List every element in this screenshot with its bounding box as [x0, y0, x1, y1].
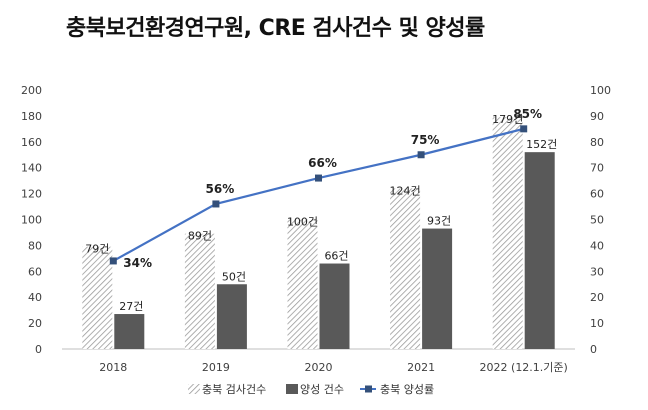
legend-label-rate: 충북 양성률 [380, 383, 434, 396]
y2-tick-label: 50 [590, 214, 604, 227]
bar-positives [114, 314, 145, 349]
y-tick-label: 180 [21, 110, 42, 123]
line-point [212, 200, 220, 208]
bar-inspections-label: 89건 [188, 230, 212, 243]
line-positive-rate [112, 127, 524, 262]
x-tick-label: 2022 (12.1.기준) [480, 361, 568, 374]
bar-positives-label: 50건 [222, 270, 246, 283]
x-tick-label: 2020 [305, 361, 333, 374]
line-point-label: 75% [411, 133, 440, 147]
bar-positives [319, 263, 350, 349]
y-tick-label: 20 [28, 317, 42, 330]
line-point-label: 34% [123, 256, 152, 270]
y-tick-label: 80 [28, 239, 42, 252]
bar-inspections [492, 117, 523, 349]
bar-inspections-label: 79건 [85, 243, 109, 256]
y-tick-label: 100 [21, 214, 42, 227]
legend-swatch-positives [286, 384, 298, 394]
legend-swatch-inspections [188, 384, 200, 394]
y2-tick-label: 20 [590, 291, 604, 304]
bar-positives-label: 66건 [324, 250, 348, 263]
bar-positives-label: 27건 [119, 300, 143, 313]
y2-tick-label: 70 [590, 162, 604, 175]
y-tick-label: 140 [21, 162, 42, 175]
bar-inspections [82, 246, 113, 349]
line-point [109, 257, 117, 265]
bar-positives [216, 284, 247, 349]
x-tick-label: 2019 [202, 361, 230, 374]
bar-inspections-label: 100건 [287, 216, 318, 229]
y-tick-label: 0 [35, 343, 42, 356]
bar-positives-label: 152건 [526, 138, 557, 151]
legend-label-positives: 양성 건수 [300, 383, 344, 396]
x-tick-label: 2018 [99, 361, 127, 374]
y2-tick-label: 10 [590, 317, 604, 330]
line-point [520, 125, 528, 133]
bar-inspections-label: 179건 [492, 113, 523, 126]
y-tick-label: 40 [28, 291, 42, 304]
x-tick-label: 2021 [407, 361, 435, 374]
bar-inspections-label: 124건 [390, 184, 421, 197]
y-tick-label: 60 [28, 265, 42, 278]
line-point-label: 66% [308, 156, 337, 170]
y2-tick-label: 40 [590, 239, 604, 252]
line-point [417, 151, 425, 159]
line-point [315, 174, 322, 182]
bar-inspections [390, 188, 421, 349]
y2-tick-label: 60 [590, 188, 604, 201]
bar-inspections [184, 233, 215, 349]
y2-tick-label: 100 [590, 84, 611, 97]
bar-positives [422, 228, 453, 349]
y2-tick-label: 30 [590, 265, 604, 278]
chart-title: 충북보건환경연구원, CRE 검사건수 및 양성률 [66, 16, 485, 41]
legend-label-inspections: 충북 검사건수 [202, 383, 266, 396]
line-point-label: 85% [513, 107, 542, 121]
y2-tick-label: 80 [590, 136, 604, 149]
y-tick-label: 200 [21, 84, 42, 97]
bar-positives-label: 93건 [427, 215, 451, 228]
bar-positives [524, 152, 555, 349]
line-point-label: 56% [206, 182, 235, 196]
y2-tick-label: 0 [590, 343, 597, 356]
y-tick-label: 120 [21, 188, 42, 201]
y-tick-label: 160 [21, 136, 42, 149]
legend-swatch-rate-marker [365, 385, 372, 393]
bar-inspections [287, 219, 318, 349]
y2-tick-label: 90 [590, 110, 604, 123]
